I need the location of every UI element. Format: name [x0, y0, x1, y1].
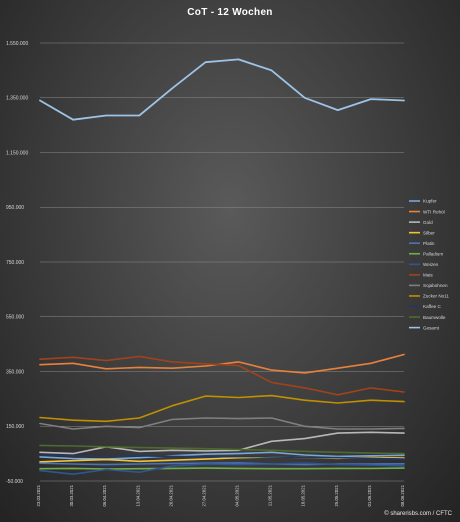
- y-tick-label: 350.000: [6, 369, 24, 375]
- x-tick-label: 23.03.2021: [36, 484, 41, 506]
- x-tick-label: 13.04.2021: [135, 484, 140, 506]
- legend-label: Baumwolle: [423, 315, 446, 320]
- x-tick-label: 01.06.2021: [367, 484, 372, 506]
- y-tick-label: 1.350.000: [6, 96, 28, 102]
- y-tick-label: 1.550.000: [6, 41, 28, 47]
- series-line-kaffee-c: [39, 454, 405, 460]
- legend-label: WTI Rohöl: [423, 209, 445, 214]
- legend: Kupfer WTI Rohöl Gold Silber Platin Palladium…: [409, 199, 449, 330]
- series-layer: [39, 58, 405, 476]
- x-tick-label: 08.06.2021: [400, 484, 405, 506]
- series-line-palladium: [39, 467, 405, 470]
- series-line-baumwolle: [39, 444, 405, 455]
- y-tick-label: 150.000: [6, 424, 24, 430]
- x-axis: 23.03.2021 30.03.2021 06.04.2021 13.04.2021…: [36, 484, 405, 506]
- x-tick-label: 20.04.2021: [168, 484, 173, 506]
- y-tick-label: -50.000: [6, 479, 23, 485]
- series-line-mais: [39, 355, 405, 396]
- legend-label: Weizen: [423, 262, 439, 267]
- x-tick-label: 18.05.2021: [301, 484, 306, 506]
- series-line-gesamt: [39, 58, 405, 121]
- x-tick-label: 11.05.2021: [268, 484, 273, 506]
- series-line-wti-roh-l: [39, 353, 405, 374]
- x-tick-label: 25.05.2021: [334, 484, 339, 506]
- y-tick-label: 750.000: [6, 260, 24, 266]
- series-line-zucker-no11: [39, 394, 405, 423]
- legend-label: Kupfer: [423, 199, 437, 204]
- legend-label: Zucker No11: [423, 294, 449, 299]
- series-line-sojabohnen: [39, 417, 405, 430]
- y-tick-label: 1.150.000: [6, 150, 28, 156]
- legend-label: Palladium: [423, 251, 443, 256]
- legend-label: Kaffee C: [423, 304, 441, 309]
- grid-layer: [40, 42, 404, 482]
- y-axis: 1.550.000 1.350.000 1.150.000 950.000 750.00…: [6, 41, 28, 485]
- source-label: © sharerisbs.com / CFTC: [384, 510, 452, 517]
- legend-label: Gesamt: [423, 325, 440, 330]
- x-tick-label: 06.04.2021: [102, 484, 107, 506]
- series-line-gold: [39, 431, 405, 455]
- y-tick-label: 550.000: [6, 315, 24, 321]
- legend-label: Mais: [423, 273, 433, 278]
- chart-title: CoT - 12 Wochen: [187, 7, 272, 18]
- legend-label: Silber: [423, 230, 435, 235]
- legend-label: Gold: [423, 220, 433, 225]
- x-tick-label: 30.03.2021: [69, 484, 74, 506]
- x-tick-label: 04.05.2021: [235, 484, 240, 506]
- y-tick-label: 950.000: [6, 205, 24, 211]
- series-line-weizen: [39, 462, 405, 476]
- legend-label: Platin: [423, 241, 435, 246]
- x-tick-label: 27.04.2021: [201, 484, 206, 506]
- legend-label: Sojabohnen: [423, 283, 448, 288]
